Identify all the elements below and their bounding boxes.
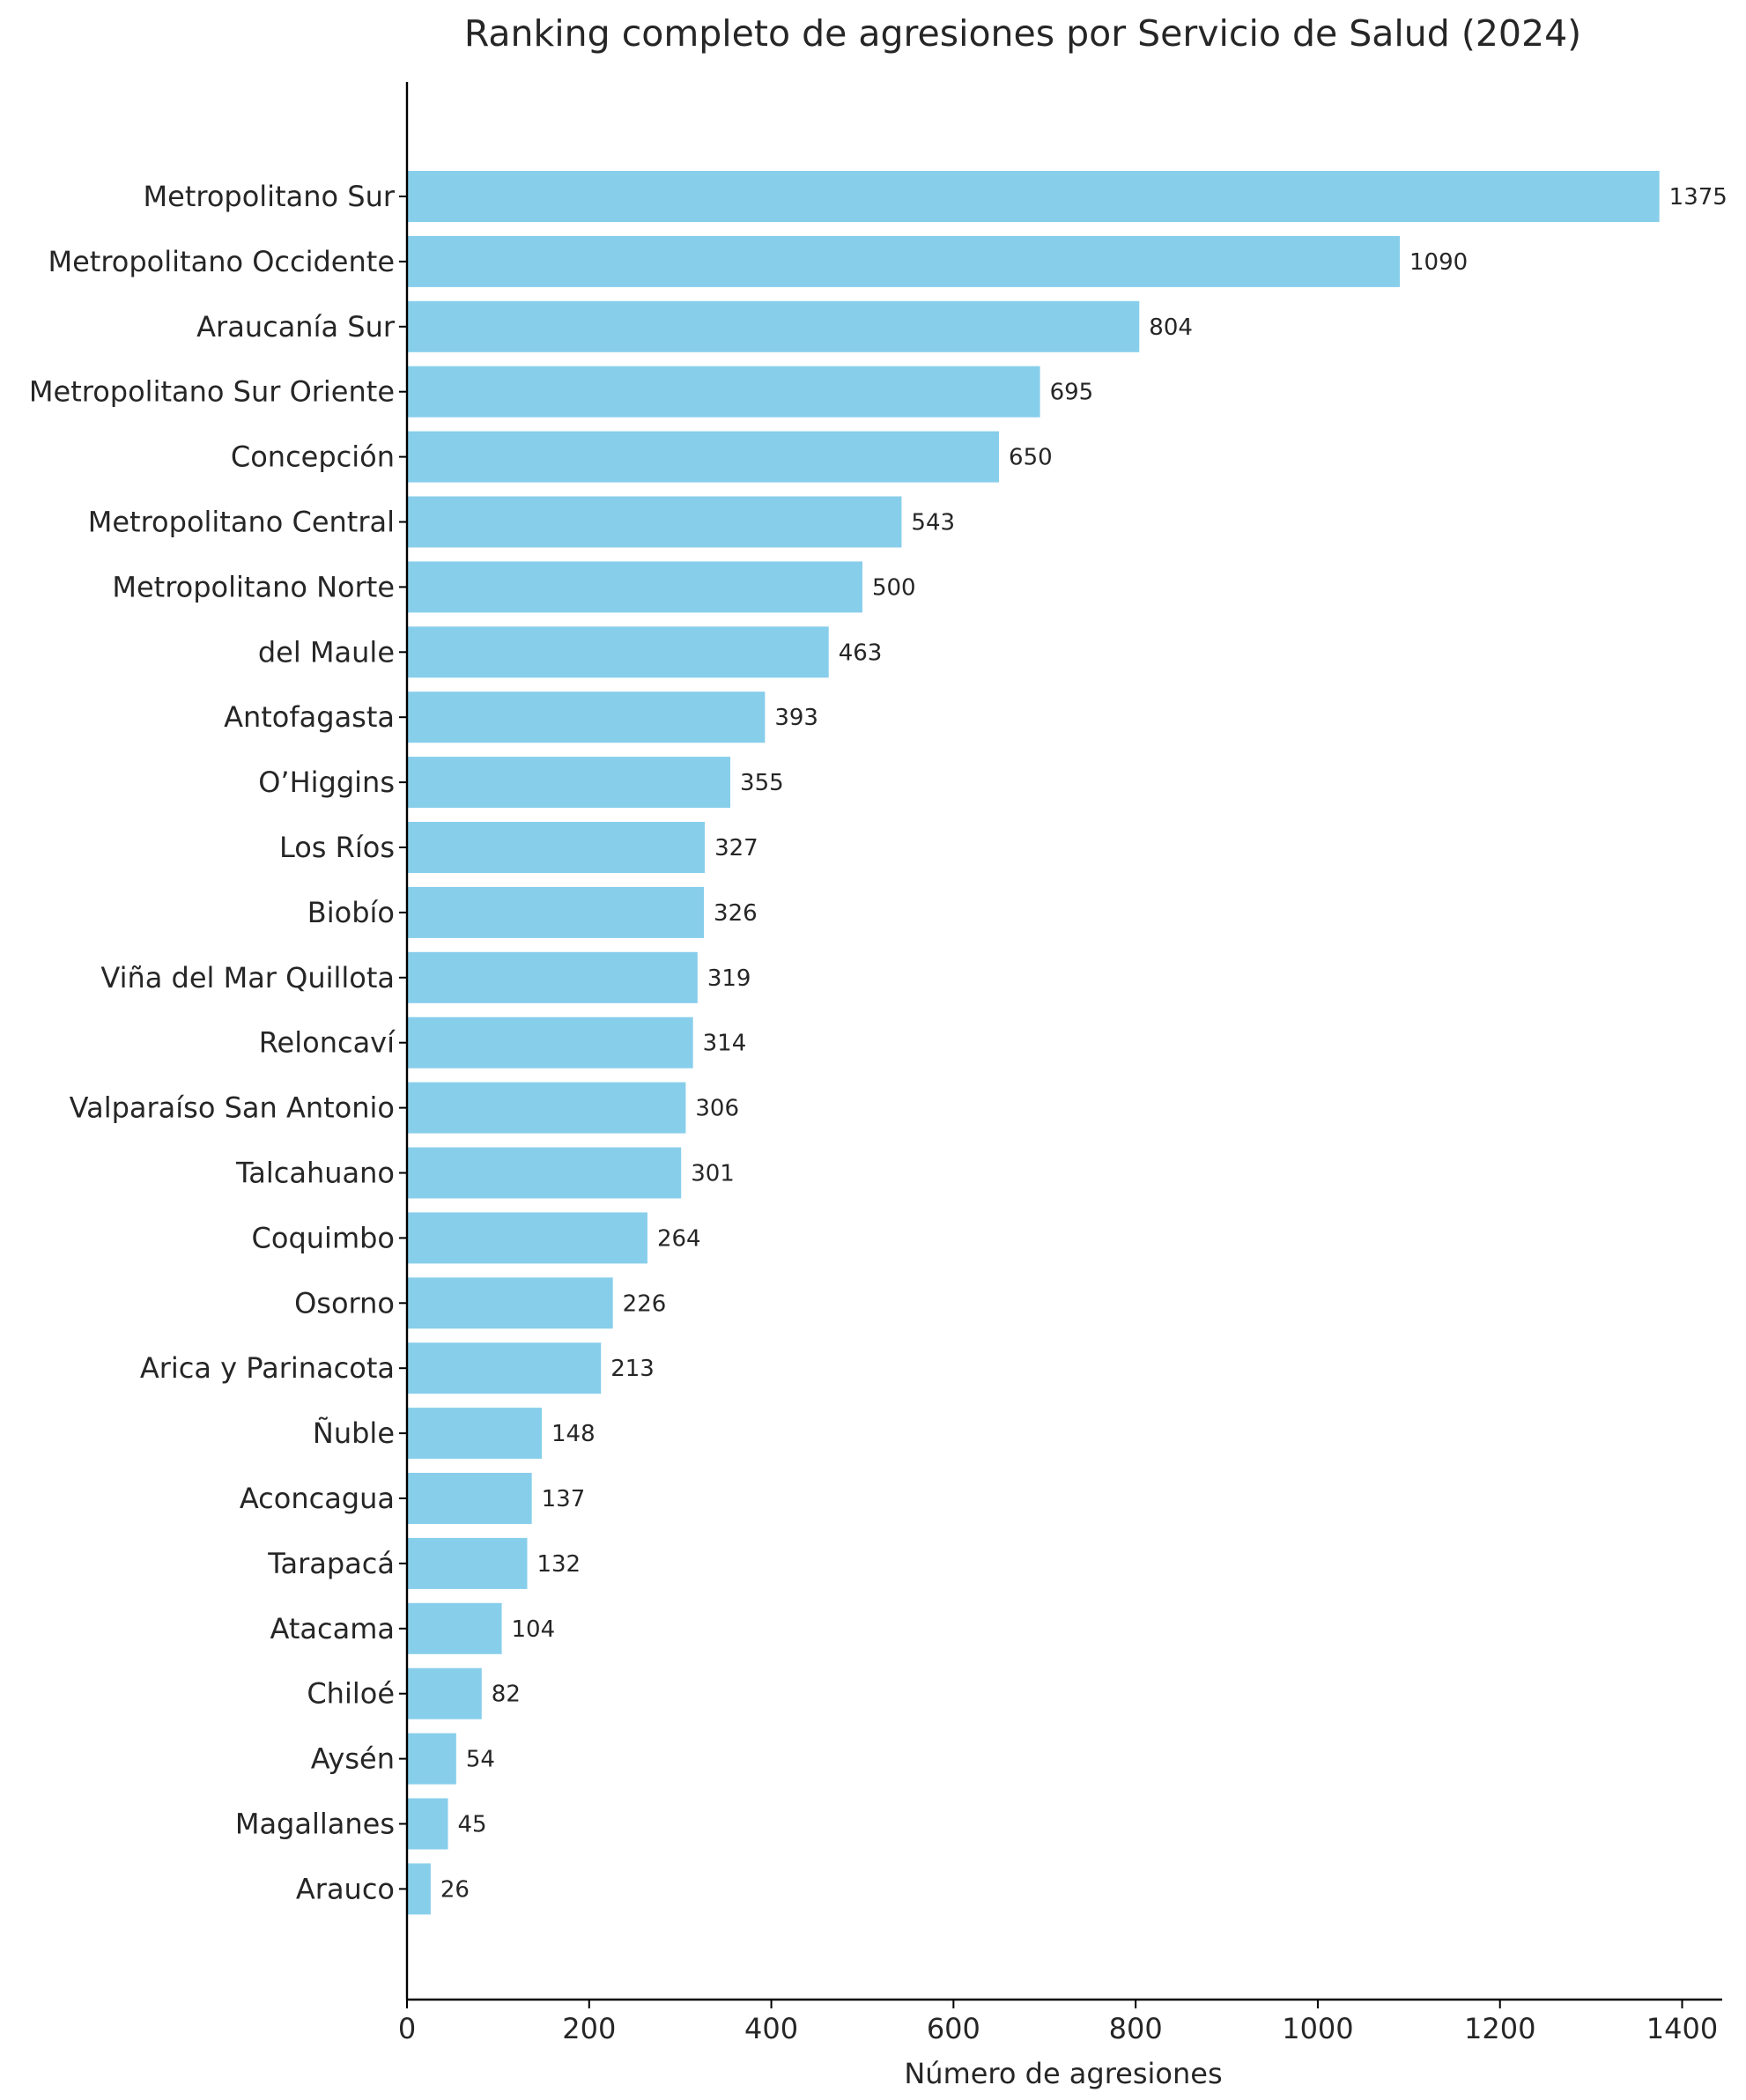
bar — [407, 1342, 602, 1394]
category-label: Biobío — [307, 896, 395, 929]
category-label: Araucanía Sur — [196, 310, 396, 344]
bar — [407, 1537, 528, 1589]
bar — [407, 1798, 448, 1850]
bar — [407, 1733, 456, 1785]
value-label: 306 — [695, 1096, 739, 1122]
category-label: Tarapacá — [267, 1547, 395, 1580]
bar — [407, 1408, 543, 1460]
bar — [407, 300, 1140, 352]
bar — [407, 626, 829, 678]
value-label: 82 — [492, 1682, 521, 1708]
bar — [407, 1863, 431, 1915]
value-label: 226 — [623, 1290, 667, 1317]
x-tick-label: 1200 — [1464, 2012, 1535, 2045]
value-label: 137 — [542, 1486, 586, 1512]
category-label: Arica y Parinacota — [140, 1351, 395, 1385]
bar — [407, 757, 731, 809]
x-tick-label: 1400 — [1646, 2012, 1718, 2045]
category-label: Viña del Mar Quillota — [100, 961, 395, 995]
x-axis-label: Número de agresiones — [904, 2057, 1222, 2090]
category-label: del Maule — [258, 635, 395, 669]
value-label: 26 — [440, 1876, 470, 1903]
value-label: 393 — [774, 705, 818, 731]
x-tick-label: 400 — [744, 2012, 798, 2045]
bar — [407, 235, 1400, 287]
bar — [407, 1212, 647, 1264]
bar — [407, 366, 1040, 418]
category-label: Ñuble — [313, 1416, 395, 1450]
bar — [407, 496, 902, 548]
value-label: 301 — [691, 1161, 735, 1187]
bar — [407, 951, 698, 1003]
x-tick-label: 800 — [1109, 2012, 1163, 2045]
value-label: 54 — [466, 1747, 495, 1773]
bar — [407, 1602, 502, 1654]
category-label: Metropolitano Central — [88, 506, 395, 539]
bar — [407, 822, 706, 873]
value-label: 326 — [714, 900, 758, 927]
value-label: 132 — [536, 1551, 581, 1578]
bar — [407, 171, 1660, 222]
category-label: Metropolitano Norte — [112, 570, 395, 603]
bar — [407, 691, 766, 743]
value-label: 45 — [458, 1812, 487, 1838]
category-label: Metropolitano Occidente — [48, 245, 395, 278]
value-label: 804 — [1149, 314, 1193, 341]
category-label: Arauco — [296, 1872, 395, 1905]
x-tick-label: 600 — [927, 2012, 980, 2045]
bar — [407, 1147, 682, 1199]
category-label: Concepción — [231, 440, 395, 474]
x-tick-label: 1000 — [1282, 2012, 1353, 2045]
value-label: 1090 — [1409, 249, 1468, 276]
category-label: Aysén — [311, 1742, 395, 1776]
x-tick-label: 200 — [562, 2012, 616, 2045]
value-label: 1375 — [1669, 184, 1728, 211]
category-label: Metropolitano Sur — [144, 180, 396, 213]
value-label: 213 — [610, 1356, 655, 1382]
bar — [407, 1277, 613, 1329]
category-label: Aconcagua — [240, 1482, 395, 1515]
category-label: Valparaíso San Antonio — [70, 1091, 395, 1125]
value-label: 543 — [911, 510, 955, 536]
bar — [407, 1082, 686, 1134]
value-label: 695 — [1050, 380, 1094, 406]
category-label: Los Ríos — [279, 831, 395, 864]
bars-layer — [407, 171, 1660, 1915]
chart-title: Ranking completo de agresiones por Servi… — [464, 12, 1581, 55]
category-label: Magallanes — [235, 1808, 395, 1841]
category-label: Reloncaví — [259, 1026, 396, 1060]
value-label: 148 — [551, 1421, 596, 1447]
category-label: Metropolitano Sur Oriente — [29, 375, 395, 409]
bar — [407, 1667, 482, 1719]
category-labels: Metropolitano Sur Metropolitano Occidente… — [29, 180, 396, 1905]
value-label: 327 — [714, 835, 758, 861]
value-label: 463 — [839, 640, 883, 666]
category-label: Antofagasta — [224, 700, 395, 734]
category-label: O’Higgins — [258, 765, 395, 799]
value-label: 319 — [707, 965, 751, 992]
value-label: 650 — [1009, 445, 1053, 471]
value-label: 500 — [872, 574, 916, 601]
category-label: Osorno — [294, 1286, 395, 1320]
category-label: Atacama — [270, 1612, 395, 1645]
bar — [407, 1473, 532, 1524]
category-label: Talcahuano — [235, 1157, 395, 1190]
x-tick-label: 0 — [398, 2012, 416, 2045]
bar — [407, 1017, 693, 1068]
bar — [407, 431, 1000, 483]
value-label: 264 — [657, 1225, 701, 1252]
value-label: 314 — [703, 1031, 747, 1057]
value-label: 355 — [740, 770, 784, 796]
axes: 0 200 400 600 800 1000 1200 1400 — [398, 82, 1722, 2045]
category-label: Chiloé — [307, 1677, 395, 1711]
bar — [407, 561, 862, 613]
value-label: 104 — [512, 1616, 556, 1643]
value-labels: 1375 1090 804 695 650 543 500 463 393 355 327 326 31… — [440, 184, 1728, 1903]
category-label: Coquimbo — [252, 1221, 395, 1254]
bar — [407, 886, 705, 938]
